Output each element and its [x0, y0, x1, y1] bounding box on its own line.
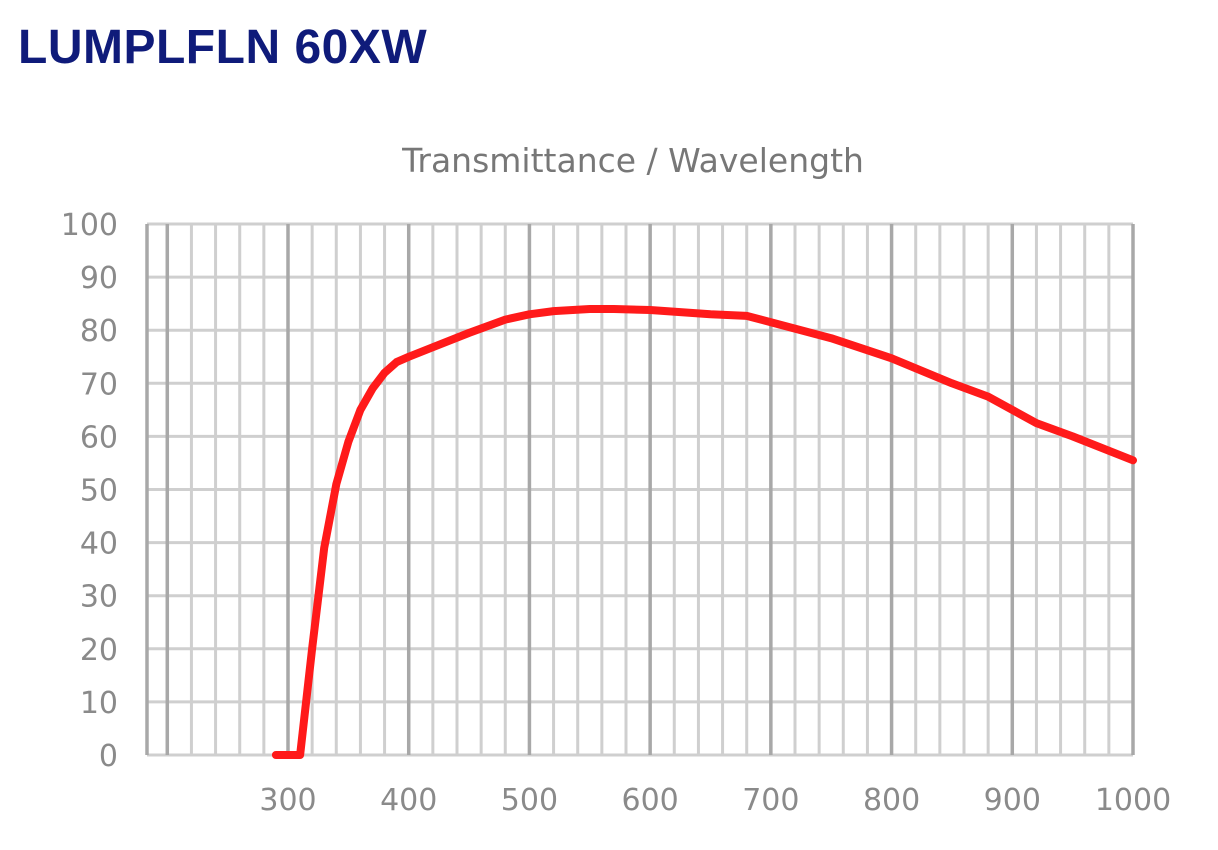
data-point — [743, 312, 751, 320]
y-tick-label: 50 — [80, 474, 118, 509]
data-point — [767, 318, 775, 326]
x-tick-label: 300 — [259, 783, 316, 818]
y-tick-label: 60 — [80, 420, 118, 455]
data-point — [948, 379, 956, 387]
y-tick-label: 20 — [80, 633, 118, 668]
y-tick-label: 100 — [61, 208, 118, 243]
transmittance-line — [271, 305, 1137, 759]
x-tick-label: 400 — [380, 783, 437, 818]
data-point — [1032, 419, 1041, 427]
data-point — [1069, 432, 1077, 440]
data-point — [429, 343, 437, 351]
data-point — [501, 315, 509, 324]
data-point — [344, 438, 352, 446]
data-point — [887, 354, 896, 362]
data-point — [646, 306, 654, 314]
data-point — [296, 751, 304, 759]
x-tick-label: 700 — [742, 783, 799, 818]
data-point — [1129, 456, 1137, 464]
data-point — [827, 334, 835, 342]
series-layer — [271, 305, 1137, 759]
grid-minor — [147, 222, 1133, 757]
y-tick-label: 10 — [80, 686, 118, 721]
y-tick-label: 0 — [99, 739, 118, 774]
data-point — [332, 480, 340, 488]
data-point — [586, 305, 594, 313]
data-point — [706, 310, 715, 318]
y-tick-label: 90 — [80, 261, 118, 296]
data-point — [290, 751, 298, 759]
x-tick-label: 900 — [984, 783, 1041, 818]
y-tick-label: 70 — [80, 367, 118, 402]
data-point — [525, 310, 534, 318]
x-tick-label: 1000 — [1095, 783, 1171, 818]
data-point — [272, 751, 280, 759]
y-tick-label: 80 — [80, 314, 118, 349]
data-point — [549, 307, 558, 315]
x-tick-label: 600 — [622, 783, 679, 818]
data-point — [380, 369, 389, 377]
x-tick-label: 800 — [863, 783, 920, 818]
data-point — [368, 385, 377, 393]
data-point — [308, 645, 316, 653]
data-point — [465, 329, 473, 337]
page-title: LUMPLFLN 60XW — [18, 21, 428, 74]
x-axis-ticks: 300 400 500 600 700 800 900 1000 — [259, 783, 1171, 818]
data-point — [984, 392, 992, 401]
y-tick-label: 40 — [80, 527, 118, 562]
data-point — [610, 305, 618, 313]
data-point — [1008, 406, 1016, 414]
chart-title: Transmittance / Wavelength — [401, 141, 864, 180]
data-point — [320, 544, 328, 552]
data-point — [405, 353, 413, 361]
grid-major — [145, 224, 1135, 755]
data-point — [356, 406, 365, 414]
y-tick-label: 30 — [80, 580, 118, 615]
data-point — [393, 358, 401, 366]
y-axis-ticks: 0 10 20 30 40 50 60 70 80 90 100 — [61, 208, 118, 774]
x-tick-label: 500 — [501, 783, 558, 818]
